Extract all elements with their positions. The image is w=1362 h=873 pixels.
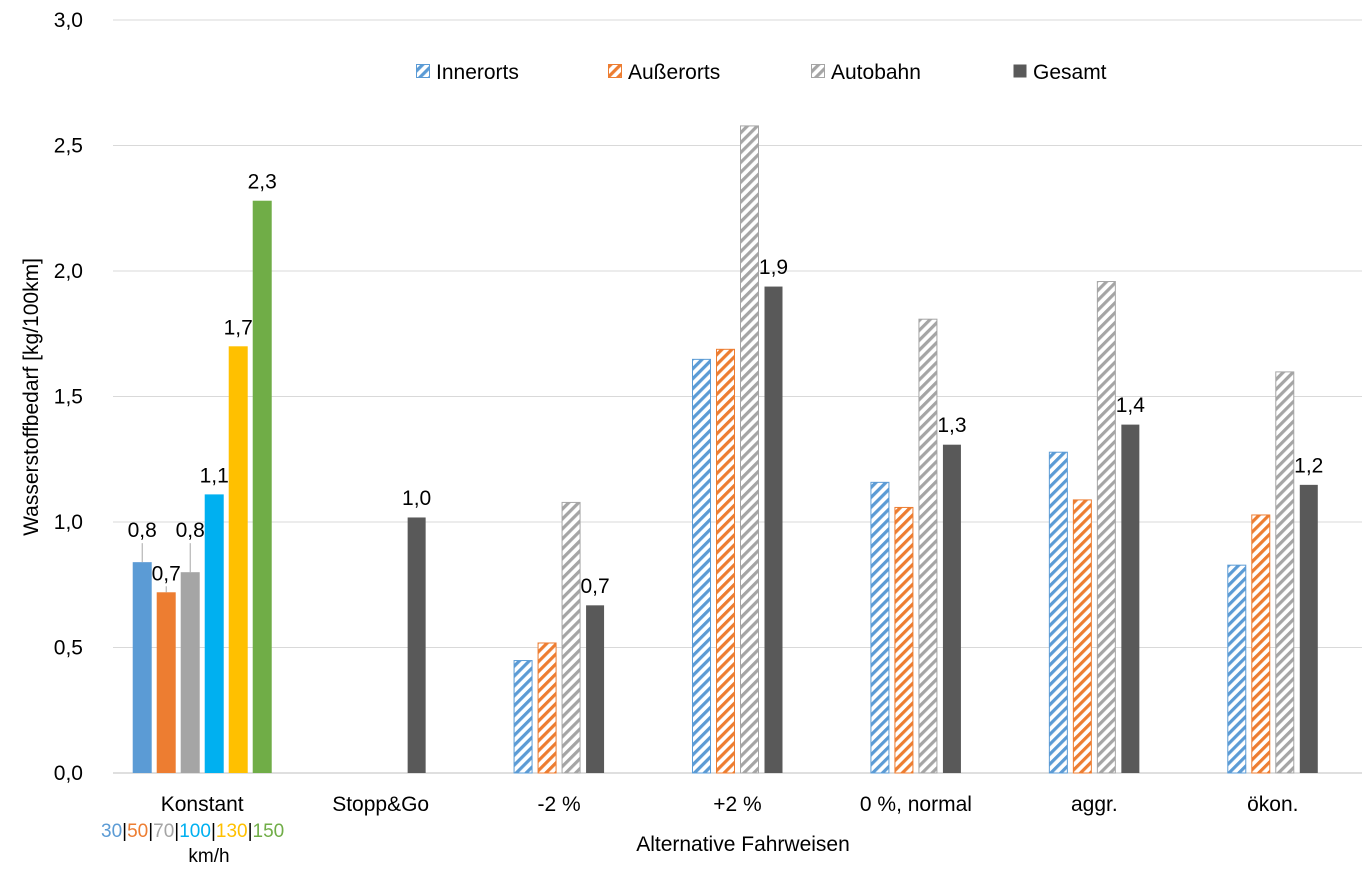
bar-gesamt — [1299, 484, 1318, 773]
x-tick-label: Konstant — [161, 793, 244, 816]
bar-außerorts — [537, 642, 557, 774]
legend-swatch — [1013, 64, 1027, 78]
legend-item-außerorts: Außerorts — [608, 61, 720, 84]
x-tick-label: +2 % — [713, 793, 761, 816]
speed-legend: 30|50|70|100|130|150 — [101, 821, 284, 842]
y-axis-label: Wasserstoffbedarf [kg/100km] — [20, 258, 43, 536]
bar-konstant-70 — [180, 572, 200, 773]
speed-unit: km/h — [188, 846, 229, 867]
x-tick-label: ökon. — [1247, 793, 1298, 816]
bar-autobahn — [561, 501, 581, 774]
data-label: 1,0 — [402, 487, 431, 510]
bar-konstant-130 — [228, 346, 248, 773]
bar-autobahn — [918, 318, 938, 774]
bar-autobahn — [740, 125, 759, 774]
x-tick-label: aggr. — [1071, 793, 1118, 816]
bar-gesamt — [1121, 424, 1140, 773]
bar-innerorts — [1048, 451, 1068, 774]
legend-swatch — [811, 64, 825, 78]
legend-label: Autobahn — [831, 61, 921, 84]
data-label: 1,4 — [1116, 394, 1146, 417]
speed-150: 150 — [253, 821, 285, 842]
data-label: 1,9 — [759, 256, 788, 279]
legend-item-gesamt: Gesamt — [1013, 61, 1107, 84]
y-tick-label: 0,5 — [54, 637, 83, 660]
data-label: 1,1 — [200, 464, 229, 487]
bar-konstant-50 — [156, 592, 176, 773]
bar-konstant-150 — [252, 200, 272, 774]
legend-swatch — [416, 64, 430, 78]
bars — [132, 125, 1318, 774]
bar-gesamt — [586, 605, 605, 773]
bar-gesamt — [942, 444, 961, 773]
data-label: 1,3 — [937, 414, 966, 437]
data-label: 0,8 — [128, 519, 157, 542]
speed-70: 70 — [153, 821, 174, 842]
legend-label: Außerorts — [628, 61, 720, 84]
leader-lines — [141, 543, 191, 593]
bar-gesamt — [764, 286, 783, 773]
bar-gesamt — [407, 517, 426, 773]
x-tick-label: 0 %, normal — [860, 793, 972, 816]
x-axis-ticks: Konstant Stopp&Go -2 % +2 % 0 %, normal aggr.… — [161, 793, 1299, 816]
data-label: 2,3 — [248, 171, 277, 194]
bar-außerorts — [1251, 514, 1271, 774]
y-tick-label: 3,0 — [54, 9, 83, 32]
speed-separator: | — [148, 821, 153, 842]
y-axis-ticks: 0,0 0,5 1,0 1,5 2,0 2,5 3,0 — [54, 9, 83, 785]
legend-item-innerorts: Innerorts — [416, 61, 519, 84]
speed-30: 30 — [101, 821, 122, 842]
speed-separator: | — [174, 821, 179, 842]
speed-130: 130 — [216, 821, 248, 842]
legend-label: Innerorts — [436, 61, 519, 84]
speed-separator: | — [211, 821, 216, 842]
x-axis-label: Alternative Fahrweisen — [636, 833, 850, 856]
bar-konstant-100 — [204, 494, 224, 773]
legend-item-autobahn: Autobahn — [811, 61, 921, 84]
y-tick-label: 1,5 — [54, 386, 83, 409]
bar-innerorts — [513, 660, 533, 774]
bar-außerorts — [1072, 499, 1092, 774]
bar-autobahn — [1096, 281, 1116, 774]
data-label: 0,7 — [152, 562, 181, 585]
bar-außerorts — [716, 348, 735, 774]
y-tick-label: 2,0 — [54, 260, 83, 283]
bar-außerorts — [894, 506, 914, 774]
speed-separator: | — [248, 821, 253, 842]
y-tick-label: 0,0 — [54, 762, 83, 785]
bar-innerorts — [692, 358, 711, 774]
gridlines — [113, 19, 1362, 774]
legend-swatch — [608, 64, 622, 78]
x-tick-label: -2 % — [537, 793, 580, 816]
y-tick-label: 2,5 — [54, 135, 83, 158]
legend-label: Gesamt — [1033, 61, 1107, 84]
speed-separator: | — [122, 821, 127, 842]
legend: Innerorts Außerorts Autobahn Gesamt — [416, 61, 1107, 84]
bar-konstant-30 — [132, 562, 152, 773]
data-label: 1,2 — [1294, 454, 1323, 477]
y-tick-label: 1,0 — [54, 511, 83, 534]
speed-100: 100 — [179, 821, 211, 842]
bar-autobahn — [1275, 371, 1295, 774]
data-label: 1,7 — [224, 316, 253, 339]
data-label: 0,7 — [580, 575, 609, 598]
data-labels: 0,8 0,7 0,8 1,1 1,7 2,3 1,0 0,7 1,9 1,3 1,4 1,2 — [128, 171, 1324, 598]
x-tick-label: Stopp&Go — [332, 793, 429, 816]
data-label: 0,8 — [176, 519, 205, 542]
bar-innerorts — [870, 481, 890, 774]
speed-50: 50 — [127, 821, 148, 842]
bar-innerorts — [1227, 564, 1247, 774]
